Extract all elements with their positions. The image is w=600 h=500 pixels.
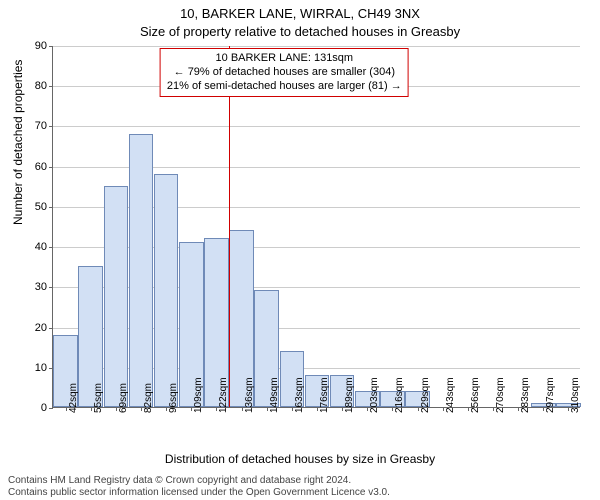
xtick-label: 69sqm: [118, 383, 129, 413]
xtick-label: 55sqm: [93, 383, 104, 413]
xtick-mark: [66, 407, 67, 411]
footer-line1: Contains HM Land Registry data © Crown c…: [8, 475, 390, 487]
xtick-mark: [317, 407, 318, 411]
xtick-label: 270sqm: [495, 377, 506, 413]
chart-container: 10, BARKER LANE, WIRRAL, CH49 3NX Size o…: [0, 0, 600, 500]
ytick-mark: [49, 328, 53, 329]
annotation-line: 21% of semi-detached houses are larger (…: [167, 80, 402, 94]
xtick-mark: [116, 407, 117, 411]
ytick-label: 60: [35, 161, 47, 173]
xtick-mark: [443, 407, 444, 411]
gridline-h: [53, 126, 580, 127]
ytick-mark: [49, 207, 53, 208]
xtick-label: 189sqm: [344, 377, 355, 413]
xtick-label: 229sqm: [420, 377, 431, 413]
xtick-mark: [518, 407, 519, 411]
ytick-label: 20: [35, 322, 47, 334]
ytick-mark: [49, 46, 53, 47]
xtick-label: 243sqm: [445, 377, 456, 413]
xtick-mark: [91, 407, 92, 411]
xtick-label: 136sqm: [244, 377, 255, 413]
xtick-mark: [292, 407, 293, 411]
xtick-label: 203sqm: [369, 377, 380, 413]
ytick-mark: [49, 287, 53, 288]
ytick-mark: [49, 126, 53, 127]
plot-area: 010203040506070809042sqm55sqm69sqm82sqm9…: [52, 46, 580, 408]
x-axis-label: Distribution of detached houses by size …: [0, 452, 600, 466]
reference-line: [229, 46, 230, 407]
ytick-label: 90: [35, 40, 47, 52]
xtick-mark: [141, 407, 142, 411]
ytick-mark: [49, 167, 53, 168]
chart-title-line1: 10, BARKER LANE, WIRRAL, CH49 3NX: [0, 6, 600, 21]
annotation-box: 10 BARKER LANE: 131sqm← 79% of detached …: [160, 48, 409, 97]
xtick-mark: [242, 407, 243, 411]
histogram-bar: [104, 186, 129, 407]
annotation-line: ← 79% of detached houses are smaller (30…: [167, 66, 402, 80]
xtick-label: 256sqm: [470, 377, 481, 413]
xtick-mark: [418, 407, 419, 411]
xtick-label: 109sqm: [193, 377, 204, 413]
footer-line2: Contains public sector information licen…: [8, 487, 390, 499]
xtick-label: 96sqm: [168, 383, 179, 413]
xtick-label: 176sqm: [319, 377, 330, 413]
xtick-mark: [166, 407, 167, 411]
xtick-label: 122sqm: [218, 377, 229, 413]
chart-title-line2: Size of property relative to detached ho…: [0, 24, 600, 39]
histogram-bar: [154, 174, 179, 407]
ytick-mark: [49, 86, 53, 87]
xtick-label: 82sqm: [143, 383, 154, 413]
xtick-label: 149sqm: [269, 377, 280, 413]
xtick-mark: [267, 407, 268, 411]
xtick-mark: [342, 407, 343, 411]
ytick-label: 80: [35, 80, 47, 92]
xtick-label: 216sqm: [394, 377, 405, 413]
ytick-mark: [49, 247, 53, 248]
xtick-label: 297sqm: [545, 377, 556, 413]
xtick-label: 283sqm: [520, 377, 531, 413]
ytick-label: 70: [35, 120, 47, 132]
ytick-label: 10: [35, 362, 47, 374]
xtick-mark: [468, 407, 469, 411]
ytick-label: 40: [35, 241, 47, 253]
xtick-mark: [493, 407, 494, 411]
xtick-label: 163sqm: [294, 377, 305, 413]
ytick-label: 0: [41, 402, 47, 414]
ytick-label: 30: [35, 281, 47, 293]
footer-attribution: Contains HM Land Registry data © Crown c…: [8, 475, 390, 498]
histogram-bar: [129, 134, 154, 408]
ytick-mark: [49, 408, 53, 409]
gridline-h: [53, 46, 580, 47]
y-axis-label: Number of detached properties: [11, 60, 25, 225]
ytick-label: 50: [35, 201, 47, 213]
annotation-line: 10 BARKER LANE: 131sqm: [167, 52, 402, 66]
xtick-label: 42sqm: [68, 383, 79, 413]
xtick-label: 310sqm: [570, 377, 581, 413]
